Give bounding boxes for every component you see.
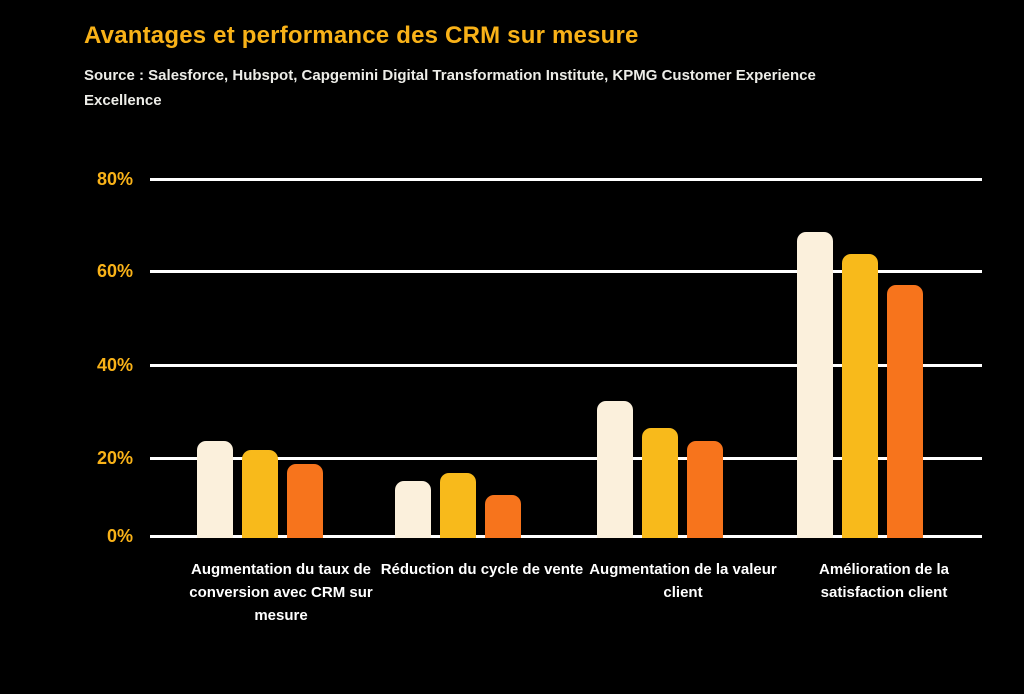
bar-orange-category-2 (485, 495, 521, 538)
chart-title: Avantages et performance des CRM sur mes… (84, 22, 639, 50)
x-axis-category-label: Réduction du cycle de vente (380, 561, 584, 578)
x-axis-category-label: Augmentation du taux de conversion avec … (189, 561, 373, 624)
bar-amber-category-1 (242, 450, 278, 538)
gridline-40 (150, 364, 982, 367)
y-axis-tick-label: 60% (96, 261, 133, 281)
bar-cream-category-3 (597, 401, 633, 538)
chart-source-note: Source : Salesforce, Hubspot, Capgemini … (84, 67, 816, 109)
bar-cream-category-1 (197, 441, 233, 538)
y-axis-tick-label: 80% (96, 169, 133, 189)
gridline-0 (150, 535, 982, 538)
gridline-80 (150, 178, 982, 181)
bar-orange-category-1 (287, 464, 323, 538)
bar-orange-category-3 (687, 441, 723, 538)
bar-cream-category-4 (797, 232, 833, 538)
gridline-20 (150, 457, 982, 460)
x-axis-category-label: Amélioration de la satisfaction client (818, 561, 950, 601)
bar-amber-category-2 (440, 473, 476, 538)
y-axis-tick-label: 40% (96, 355, 133, 375)
bar-amber-category-3 (642, 428, 678, 538)
x-axis-category-label: Augmentation de la valeur client (589, 561, 777, 601)
bar-amber-category-4 (842, 254, 878, 538)
bar-cream-category-2 (395, 481, 431, 538)
bar-orange-category-4 (887, 285, 923, 538)
y-axis-tick-label: 0% (106, 526, 133, 546)
y-axis-tick-label: 20% (96, 448, 133, 468)
gridline-60 (150, 270, 982, 273)
